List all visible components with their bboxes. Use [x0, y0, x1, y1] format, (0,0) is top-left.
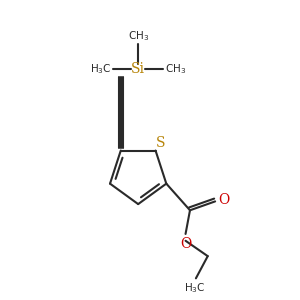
Text: H$_3$C: H$_3$C: [90, 63, 112, 76]
Text: O: O: [180, 237, 191, 250]
Text: H$_3$C: H$_3$C: [184, 281, 205, 295]
Text: S: S: [156, 136, 166, 150]
Text: O: O: [218, 193, 229, 207]
Text: CH$_3$: CH$_3$: [164, 63, 186, 76]
Text: Si: Si: [131, 62, 145, 76]
Text: CH$_3$: CH$_3$: [128, 29, 149, 43]
